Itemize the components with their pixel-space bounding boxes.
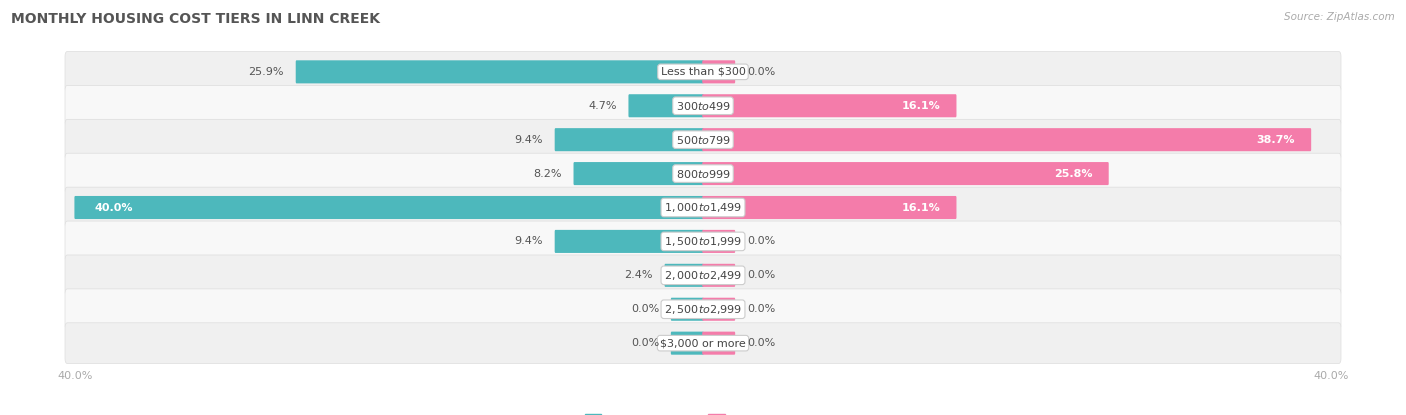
FancyBboxPatch shape	[555, 230, 704, 253]
Text: 16.1%: 16.1%	[901, 203, 941, 212]
FancyBboxPatch shape	[65, 187, 1341, 228]
FancyBboxPatch shape	[65, 120, 1341, 160]
FancyBboxPatch shape	[295, 60, 704, 83]
Text: 0.0%: 0.0%	[631, 338, 659, 348]
Text: 0.0%: 0.0%	[747, 338, 775, 348]
Text: $300 to $499: $300 to $499	[675, 100, 731, 112]
Text: 4.7%: 4.7%	[588, 101, 617, 111]
FancyBboxPatch shape	[702, 196, 956, 219]
FancyBboxPatch shape	[702, 230, 735, 253]
FancyBboxPatch shape	[671, 298, 704, 321]
Text: 9.4%: 9.4%	[515, 135, 543, 145]
FancyBboxPatch shape	[702, 332, 735, 355]
FancyBboxPatch shape	[65, 51, 1341, 92]
Text: 8.2%: 8.2%	[533, 168, 562, 178]
Text: MONTHLY HOUSING COST TIERS IN LINN CREEK: MONTHLY HOUSING COST TIERS IN LINN CREEK	[11, 12, 380, 27]
Text: 2.4%: 2.4%	[624, 270, 652, 280]
FancyBboxPatch shape	[65, 323, 1341, 364]
Text: 16.1%: 16.1%	[901, 101, 941, 111]
Text: $2,000 to $2,499: $2,000 to $2,499	[664, 269, 742, 282]
FancyBboxPatch shape	[65, 221, 1341, 262]
Text: 0.0%: 0.0%	[747, 270, 775, 280]
FancyBboxPatch shape	[702, 162, 1109, 185]
Text: 25.9%: 25.9%	[249, 67, 284, 77]
FancyBboxPatch shape	[555, 128, 704, 151]
Text: 0.0%: 0.0%	[747, 237, 775, 247]
Text: $1,500 to $1,999: $1,500 to $1,999	[664, 235, 742, 248]
FancyBboxPatch shape	[65, 153, 1341, 194]
FancyBboxPatch shape	[702, 298, 735, 321]
FancyBboxPatch shape	[702, 60, 735, 83]
Text: 9.4%: 9.4%	[515, 237, 543, 247]
FancyBboxPatch shape	[628, 94, 704, 117]
FancyBboxPatch shape	[574, 162, 704, 185]
Text: 25.8%: 25.8%	[1053, 168, 1092, 178]
Text: Less than $300: Less than $300	[661, 67, 745, 77]
FancyBboxPatch shape	[65, 85, 1341, 126]
FancyBboxPatch shape	[65, 255, 1341, 295]
Text: $800 to $999: $800 to $999	[675, 168, 731, 180]
FancyBboxPatch shape	[702, 128, 1312, 151]
Text: $3,000 or more: $3,000 or more	[661, 338, 745, 348]
FancyBboxPatch shape	[665, 264, 704, 287]
Text: $2,500 to $2,999: $2,500 to $2,999	[664, 303, 742, 316]
Text: 0.0%: 0.0%	[747, 304, 775, 314]
Text: $500 to $799: $500 to $799	[675, 134, 731, 146]
Text: 38.7%: 38.7%	[1256, 135, 1295, 145]
Text: 40.0%: 40.0%	[94, 203, 132, 212]
FancyBboxPatch shape	[65, 289, 1341, 330]
FancyBboxPatch shape	[671, 332, 704, 355]
FancyBboxPatch shape	[702, 94, 956, 117]
Text: Source: ZipAtlas.com: Source: ZipAtlas.com	[1284, 12, 1395, 22]
FancyBboxPatch shape	[75, 196, 704, 219]
Text: 0.0%: 0.0%	[747, 67, 775, 77]
Text: 0.0%: 0.0%	[631, 304, 659, 314]
Text: $1,000 to $1,499: $1,000 to $1,499	[664, 201, 742, 214]
Legend: Owner-occupied, Renter-occupied: Owner-occupied, Renter-occupied	[581, 410, 825, 415]
FancyBboxPatch shape	[702, 264, 735, 287]
